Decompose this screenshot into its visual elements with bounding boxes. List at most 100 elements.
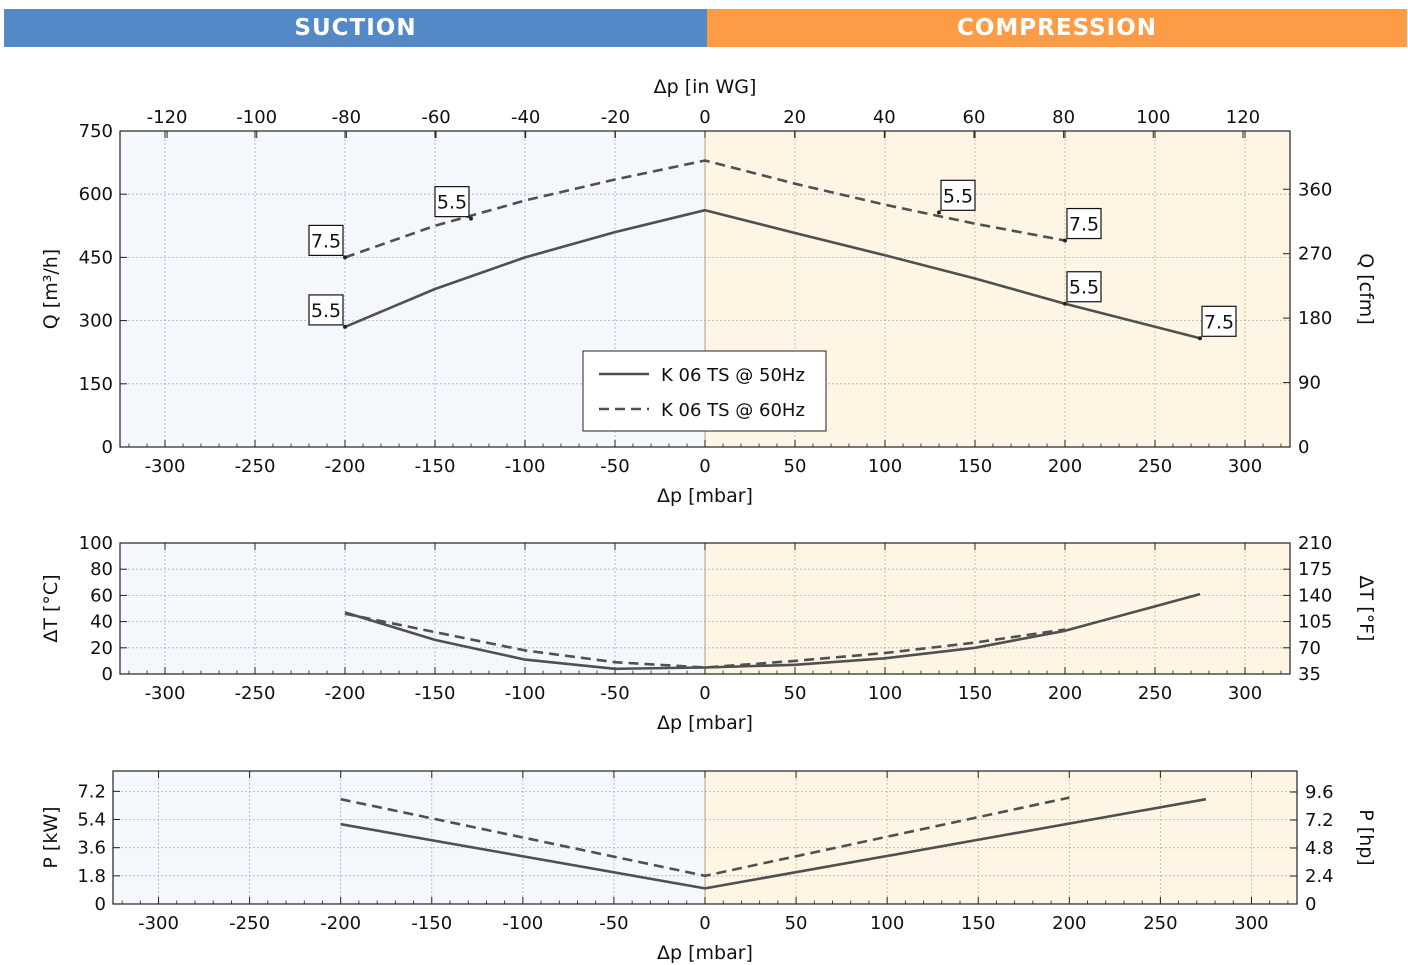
suction-banner: SUCTION — [4, 9, 707, 47]
annotation-label: 5.5 — [943, 185, 973, 207]
x-tick-label: -150 — [415, 456, 456, 477]
y2-axis-label: P [hp] — [1355, 809, 1377, 865]
x-tick-label: 250 — [1138, 456, 1172, 477]
x-tick-label: 150 — [958, 683, 992, 704]
series-line-50hz — [344, 592, 1201, 671]
y-tick-label: 5.4 — [77, 810, 106, 831]
annotation-point — [469, 216, 473, 221]
y-tick-label: 1.8 — [77, 866, 106, 887]
y-tick-label: 7.2 — [77, 781, 106, 802]
y2-tick-label: 105 — [1298, 612, 1332, 633]
x-tick-label: -300 — [138, 913, 179, 934]
legend-entry: K 06 TS @ 50Hz — [661, 365, 805, 386]
annotation-point — [343, 255, 347, 260]
y-tick-label: 150 — [79, 374, 113, 395]
x-tick-label: 250 — [1143, 913, 1177, 934]
x-tick-label: 50 — [785, 913, 808, 934]
x-tick-label: 250 — [1138, 683, 1172, 704]
x-tick-label: 0 — [699, 683, 710, 704]
y-tick-label: 100 — [79, 533, 113, 554]
y-tick-label: 40 — [90, 612, 113, 633]
y2-tick-label: 70 — [1298, 638, 1321, 659]
annotation-box — [308, 294, 344, 326]
x-tick-label: -250 — [229, 913, 270, 934]
annotation-point — [1198, 336, 1202, 341]
legend-box — [582, 350, 827, 432]
y2-tick-label: 2.4 — [1305, 866, 1334, 887]
x-tick-label: -150 — [415, 683, 456, 704]
series-line-60hz — [340, 796, 1070, 878]
x-tick-label: -50 — [599, 913, 628, 934]
compression-banner: COMPRESSION — [707, 9, 1407, 47]
series-line-50hz — [340, 797, 1207, 890]
x2-tick-label: 20 — [783, 107, 806, 128]
x2-tick-label: -80 — [332, 107, 361, 128]
y2-tick-label: 210 — [1298, 533, 1332, 554]
x-tick-label: 100 — [870, 913, 904, 934]
x2-tick-label: -60 — [421, 107, 450, 128]
series-line-50hz — [344, 208, 1201, 340]
x-tick-label: -50 — [600, 683, 629, 704]
x-tick-label: -200 — [325, 456, 366, 477]
y-axis-label: P [kW] — [40, 806, 62, 868]
power-chart: -300 -250 -200 -150 -100 -50 0 50 100 150 200 250 30… — [40, 770, 1377, 964]
x-tick-label: 200 — [1048, 683, 1082, 704]
x2-axis-label: Δp [in WG] — [654, 76, 757, 98]
y2-tick-label: 180 — [1298, 308, 1332, 329]
x-tick-label: -200 — [325, 683, 366, 704]
legend: K 06 TS @ 50Hz K 06 TS @ 60Hz — [582, 350, 827, 432]
y2-tick-label: 270 — [1298, 244, 1332, 265]
x2-tick-label: 0 — [699, 107, 710, 128]
y-tick-label: 300 — [79, 311, 113, 332]
x-tick-label: 50 — [784, 683, 807, 704]
x-tick-label: -250 — [235, 683, 276, 704]
y-tick-label: 80 — [90, 559, 113, 580]
x2-tick-label: -20 — [601, 107, 630, 128]
y2-tick-label: 90 — [1298, 373, 1321, 394]
annotation-label: 7.5 — [311, 230, 341, 252]
y-axis-label: Q [m³/h] — [40, 249, 62, 329]
x-tick-label: 0 — [699, 456, 710, 477]
compression-region-bg — [705, 543, 1290, 674]
y2-tick-label: 7.2 — [1305, 810, 1334, 831]
y2-tick-label: 140 — [1298, 585, 1332, 606]
annotation-box — [1066, 271, 1102, 303]
x-tick-label: 200 — [1052, 913, 1086, 934]
y-tick-label: 0 — [102, 437, 113, 458]
x-tick-label: 100 — [868, 683, 902, 704]
y2-axis-label: ΔT [°F] — [1355, 576, 1377, 642]
x-tick-label: 50 — [784, 456, 807, 477]
x-axis-label: Δp [mbar] — [657, 712, 753, 734]
temperature-chart: -300 -250 -200 -150 -100 -50 0 50 100 150 200 250 30… — [40, 533, 1377, 734]
x2-tick-label: 60 — [963, 107, 986, 128]
annotation-label: 7.5 — [1204, 311, 1234, 333]
annotation-label: 5.5 — [437, 192, 467, 214]
x2-tick-label: 40 — [873, 107, 896, 128]
annotation-label: 7.5 — [1069, 214, 1099, 236]
annotation-point — [937, 210, 941, 215]
y2-tick-label: 9.6 — [1305, 782, 1334, 803]
compression-region-bg — [705, 771, 1297, 904]
x2-tick-label: -100 — [236, 107, 277, 128]
y2-tick-label: 4.8 — [1305, 838, 1334, 859]
y-tick-label: 750 — [79, 121, 113, 142]
x2-tick-label: 100 — [1136, 107, 1170, 128]
y2-tick-label: 0 — [1298, 437, 1309, 458]
y-tick-label: 60 — [90, 585, 113, 606]
y-tick-label: 0 — [95, 894, 106, 915]
annotation-box — [434, 186, 470, 218]
x-tick-label: 300 — [1228, 456, 1262, 477]
x-tick-label: -300 — [145, 683, 186, 704]
annotation-box — [940, 179, 976, 211]
x-axis-label: Δp [mbar] — [657, 485, 753, 507]
suction-region-bg — [120, 543, 705, 674]
x-tick-label: 300 — [1228, 683, 1262, 704]
x-tick-label: 150 — [958, 456, 992, 477]
y-tick-label: 600 — [79, 184, 113, 205]
x-tick-label: -250 — [235, 456, 276, 477]
y2-tick-label: 175 — [1298, 559, 1332, 580]
x2-tick-label: -40 — [511, 107, 540, 128]
x2-tick-label: 80 — [1052, 107, 1075, 128]
y2-tick-label: 0 — [1305, 894, 1316, 915]
